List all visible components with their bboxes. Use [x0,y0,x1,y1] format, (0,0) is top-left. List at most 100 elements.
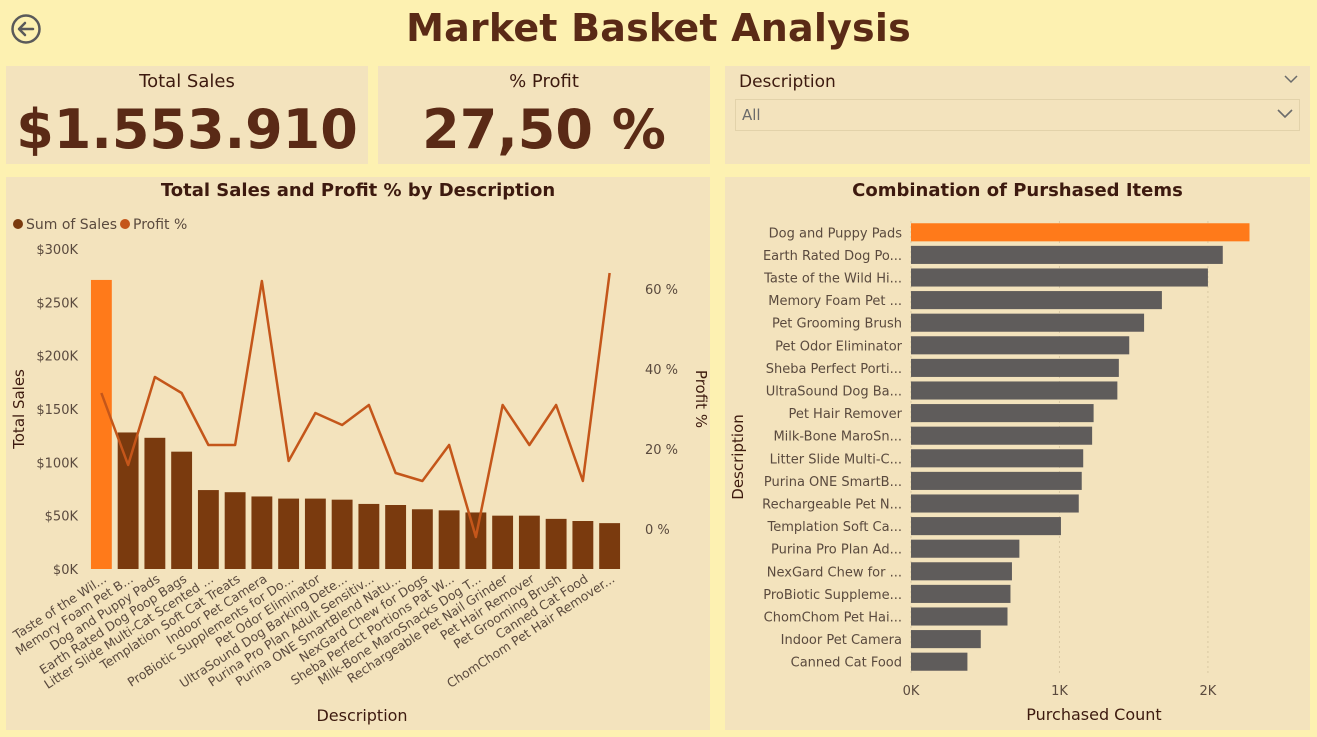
y2-axis-title: Profit % [692,370,710,428]
y-tick-label: Purina ONE SmartB... [764,475,902,490]
bar [911,539,1020,558]
y-tick-label: $250K [36,296,78,311]
y-axis-title: Total Sales [10,369,28,450]
bar [465,512,487,569]
y-tick-label: $200K [36,350,78,365]
y-tick-label: NexGard Chew for ... [767,565,902,580]
bar [171,451,193,569]
y-tick-label: $50K [45,510,79,525]
bar [224,492,246,569]
bar [599,523,621,569]
bar [911,336,1130,355]
y-tick-label: Templation Soft Ca... [767,520,902,535]
profit-label: % Profit [509,71,579,92]
bar [358,503,380,569]
profit-line [100,272,611,539]
purchased-items-chart: 0K 1K 2K Dog and Puppy Pads Earth Rated Dog … [729,221,1250,724]
y-tick-label: Dog and Puppy Pads [769,226,903,241]
bar [911,404,1094,423]
y-tick-label: Sheba Perfect Porti... [766,362,902,377]
bar [911,291,1162,310]
bar [911,223,1250,242]
slicer-value: All [742,106,761,124]
bar [197,490,219,569]
chart2-title: Combination of Purshased Items [852,180,1183,201]
x-tick-label: 1K [1051,684,1068,699]
bar [911,517,1061,536]
y-tick-label: Pet Grooming Brush [772,317,902,332]
bar [251,496,273,569]
bar [911,268,1208,287]
y-tick-label: ProBiotic Suppleme... [763,588,902,603]
y-tick-label: Milk-Bone MaroSn... [773,430,902,445]
chevron-down-icon[interactable] [1284,74,1298,84]
purchased-items-chart-card: Combination of Purshased Items 0K 1K 2K Dog… [725,177,1310,730]
y-axis-title: Description [729,414,747,499]
back-arrow-icon[interactable] [10,13,42,45]
y-tick-label: Purina Pro Plan Ad... [771,543,902,558]
bar [911,381,1118,400]
bar [144,437,166,569]
y2-tick-label: 20 % [645,443,678,458]
dropdown-chevron-icon[interactable] [1277,107,1293,119]
bar [911,494,1079,513]
x-axis-title: Description [316,706,407,725]
bar [385,505,407,569]
bar [911,245,1223,264]
bar [117,432,139,569]
description-slicer: Description All [725,66,1310,164]
bar [911,584,1011,603]
bar [278,498,300,569]
bar [438,510,460,569]
bar [545,518,567,569]
legend-marker-profit [120,219,130,229]
y-tick-label: Pet Hair Remover [788,407,902,422]
profit-value: 27,50 % [422,98,666,161]
total-sales-value: $1.553.910 [16,98,358,161]
y-tick-label: Indoor Pet Camera [781,633,902,648]
bar [304,498,326,569]
x-tick-label: 2K [1200,684,1217,699]
x-axis-title: Purchased Count [1026,705,1161,724]
bar [518,515,540,569]
y-tick-label: Pet Odor Eliminator [775,339,902,354]
legend-label-profit: Profit % [133,217,187,233]
legend-marker-sales [13,219,23,229]
legend-label-sales: Sum of Sales [26,217,117,233]
bar [572,521,594,569]
slicer-title: Description [739,72,836,92]
y-tick-label: Taste of the Wild Hi... [763,272,902,287]
bar [331,499,353,569]
y-tick-label: $150K [36,403,78,418]
y-tick-label: Rechargeable Pet N... [762,498,902,513]
page-title: Market Basket Analysis [406,6,911,50]
y-tick-label: Memory Foam Pet ... [768,294,902,309]
total-sales-label: Total Sales [139,71,235,92]
slicer-dropdown[interactable]: All [735,99,1300,131]
profit-card: % Profit 27,50 % [378,66,710,164]
sales-profit-chart: Sum of Sales Profit % $0K $50K $100K $150K $20… [10,217,710,725]
chart1-title: Total Sales and Profit % by Description [160,180,556,201]
y-tick-label: $100K [36,456,78,471]
bar [911,607,1008,626]
y2-tick-label: 40 % [645,363,678,378]
bar [911,630,981,649]
y-tick-label: ChomChom Pet Hai... [764,611,902,626]
y2-tick-label: 0 % [645,523,670,538]
y-tick-label: UltraSound Dog Ba... [766,385,902,400]
bar [911,471,1082,490]
total-sales-card: Total Sales $1.553.910 [6,66,368,164]
y-tick-label: $300K [36,243,78,258]
bar [492,515,514,569]
bar [911,652,968,671]
y2-tick-label: 60 % [645,283,678,298]
bar [911,449,1084,468]
y-tick-label: Canned Cat Food [791,656,902,671]
bar [911,313,1145,332]
bar [911,426,1093,445]
bar [911,358,1119,377]
y-tick-label: Earth Rated Dog Po... [763,249,902,264]
bar [911,562,1012,581]
bar [90,279,112,569]
y-tick-label: Litter Slide Multi-C... [770,452,902,467]
